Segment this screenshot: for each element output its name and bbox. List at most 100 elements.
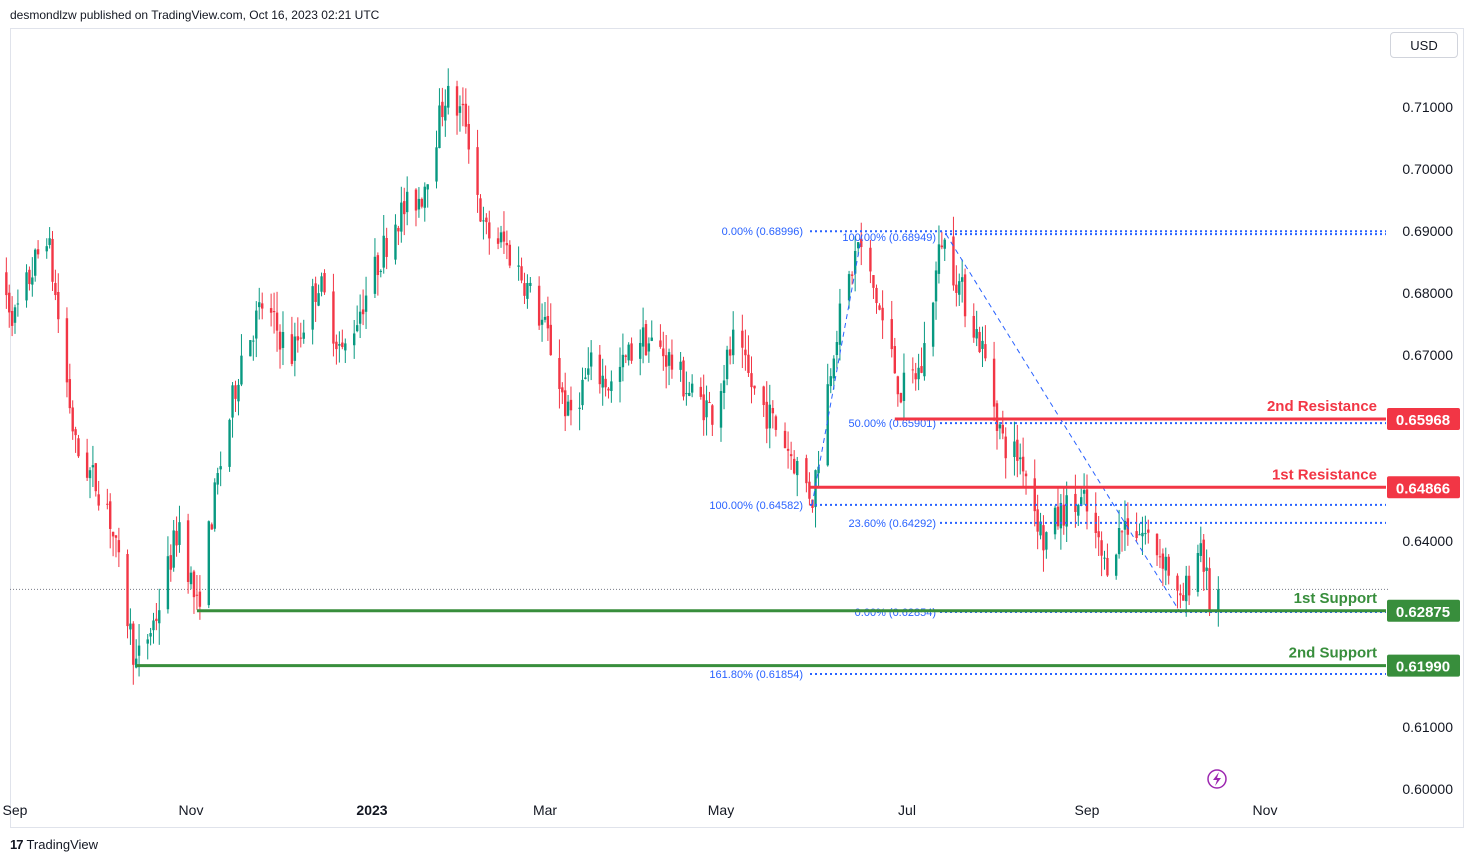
candle-body <box>805 458 808 484</box>
candle-body <box>722 380 726 393</box>
candle-body <box>750 373 753 388</box>
candle-body <box>403 201 406 215</box>
candle-body <box>1120 531 1124 533</box>
candle-body <box>1176 575 1179 591</box>
candle-body <box>624 355 627 357</box>
candle-body <box>405 191 409 213</box>
x-tick-label: Sep <box>1075 802 1100 818</box>
chart-frame <box>10 28 1464 828</box>
candle-body <box>219 466 222 470</box>
candle-body <box>850 274 854 276</box>
candle-body <box>169 555 173 570</box>
candle-body <box>765 401 768 429</box>
candle-body <box>290 334 294 364</box>
candle-body <box>902 372 906 401</box>
candle-body <box>857 242 860 249</box>
candle-body <box>719 391 723 428</box>
candle-body <box>1217 589 1220 610</box>
candle-body <box>931 302 935 347</box>
candle-body <box>485 217 488 223</box>
candle-body <box>109 501 112 529</box>
candle-body <box>520 266 523 281</box>
candle-body <box>13 307 17 323</box>
candle-body <box>379 270 382 272</box>
candle-body <box>569 399 573 411</box>
fib-level-label: 0.00% (0.68996) <box>722 226 803 238</box>
support-level-title: 2nd Support <box>1289 645 1377 662</box>
x-tick-label: May <box>708 802 734 818</box>
candle-body <box>335 341 338 350</box>
candle-body <box>508 244 512 266</box>
candle-body <box>1082 490 1086 494</box>
candle-body <box>195 594 199 596</box>
candle-body <box>705 400 708 418</box>
candle-body <box>149 633 152 637</box>
candle-body <box>467 124 470 150</box>
support-price-label: 0.61990 <box>1396 659 1450 676</box>
candle-body <box>65 318 69 383</box>
currency-button[interactable]: USD <box>1390 32 1458 58</box>
candle-body <box>517 265 520 267</box>
candle-body <box>960 277 964 282</box>
candle-body <box>352 333 356 346</box>
candle-body <box>249 340 252 357</box>
candle-body <box>1024 473 1028 477</box>
candle-body <box>1126 518 1130 535</box>
candle-body <box>441 101 444 118</box>
candle-body <box>216 473 219 485</box>
candle-body <box>914 373 917 380</box>
x-tick-label: 2023 <box>356 802 387 818</box>
candle-body <box>1001 424 1005 434</box>
lightning-bolt-icon <box>1213 772 1221 786</box>
candle-body <box>314 283 317 302</box>
candle-body <box>817 466 820 474</box>
candle-body <box>549 324 552 356</box>
candle-body <box>893 346 897 374</box>
candle-body <box>563 390 567 417</box>
candle-body <box>650 337 653 341</box>
candle-body <box>213 482 216 529</box>
candle-body <box>1042 525 1045 551</box>
candle-body <box>400 202 403 232</box>
candle-body <box>117 540 121 553</box>
candle-body <box>711 405 714 425</box>
candle-body <box>1056 506 1060 527</box>
fib-level-label: 100.00% (0.68949) <box>842 232 936 244</box>
candle-body <box>1141 532 1144 537</box>
tradingview-logo[interactable]: 17 TradingView <box>10 837 98 852</box>
candle-body <box>344 343 347 351</box>
candle-body <box>621 354 625 368</box>
candle-body <box>1135 531 1138 538</box>
candle-body <box>505 243 509 246</box>
y-tick-label: 0.71000 <box>1402 99 1453 115</box>
candle-body <box>317 293 320 306</box>
candle-body <box>1013 441 1016 458</box>
candle-body <box>438 105 441 149</box>
candle-body <box>952 236 955 286</box>
candle-body <box>1039 521 1042 536</box>
candle-body <box>45 246 48 252</box>
candle-body <box>1103 557 1106 559</box>
candle-body <box>808 481 811 499</box>
candle-body <box>731 329 735 356</box>
candle-body <box>275 312 279 331</box>
candle-body <box>36 249 40 255</box>
candle-body <box>255 310 258 339</box>
candle-body <box>708 402 711 404</box>
candle-body <box>1199 543 1203 556</box>
candle-body <box>77 438 80 457</box>
candle-body <box>679 361 682 370</box>
candle-body <box>872 275 875 288</box>
candle-body <box>1208 568 1211 612</box>
candle-body <box>1062 504 1065 526</box>
candle-body <box>955 284 958 293</box>
candle-body <box>1033 478 1036 512</box>
candle-body <box>1053 507 1057 535</box>
candle-body <box>231 385 234 418</box>
candle-body <box>958 281 961 295</box>
candle-body <box>8 292 11 313</box>
candle-body <box>158 610 161 624</box>
candle-body <box>546 315 550 329</box>
candle-body <box>690 383 694 393</box>
